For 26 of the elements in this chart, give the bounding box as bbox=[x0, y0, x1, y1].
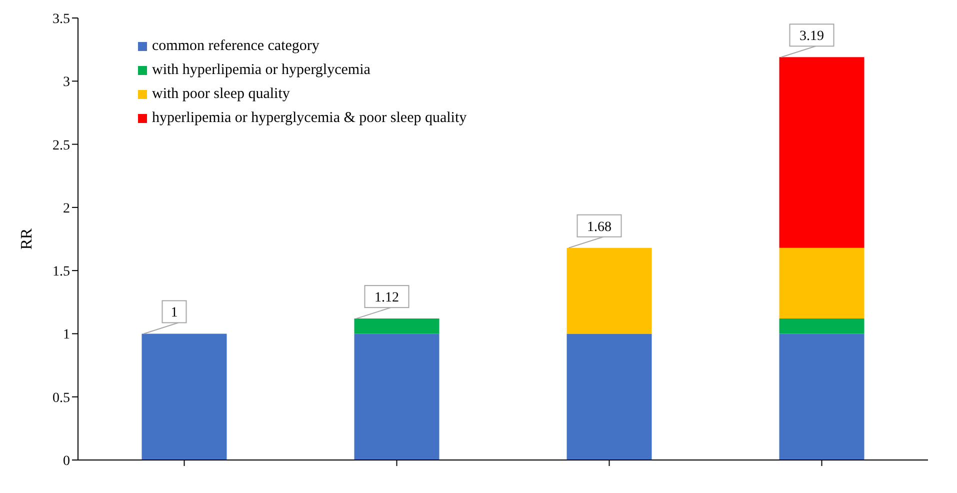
y-axis-title: RR bbox=[18, 228, 36, 250]
total-label: 1.68 bbox=[587, 220, 612, 235]
bar bbox=[354, 318, 440, 334]
legend-label: hyperlipemia or hyperglycemia & poor sleep quality bbox=[152, 109, 467, 128]
total-label: 1.12 bbox=[374, 290, 399, 306]
bar bbox=[779, 57, 864, 248]
y-tick-label: 2 bbox=[63, 201, 70, 216]
y-tick-label: 1.5 bbox=[52, 264, 70, 280]
bar bbox=[566, 334, 652, 460]
y-tick-label: 0.5 bbox=[52, 390, 70, 406]
bar bbox=[779, 334, 864, 460]
legend-label: common reference category bbox=[152, 37, 320, 56]
y-tick-label: 1 bbox=[63, 328, 70, 343]
y-tick-label: 2.5 bbox=[52, 138, 70, 154]
bar bbox=[354, 334, 440, 460]
y-tick-label: 0 bbox=[63, 454, 70, 469]
bar bbox=[142, 334, 227, 460]
y-tick-label: 3.5 bbox=[52, 12, 70, 27]
bar bbox=[566, 248, 652, 334]
bar bbox=[779, 248, 864, 319]
legend-label: with hyperlipemia or hyperglycemia bbox=[152, 61, 370, 80]
y-tick-label: 3 bbox=[63, 75, 70, 90]
legend-label: with poor sleep quality bbox=[152, 85, 290, 104]
total-label: 1 bbox=[170, 306, 178, 321]
bar bbox=[779, 318, 864, 334]
total-label: 3.19 bbox=[800, 29, 824, 44]
